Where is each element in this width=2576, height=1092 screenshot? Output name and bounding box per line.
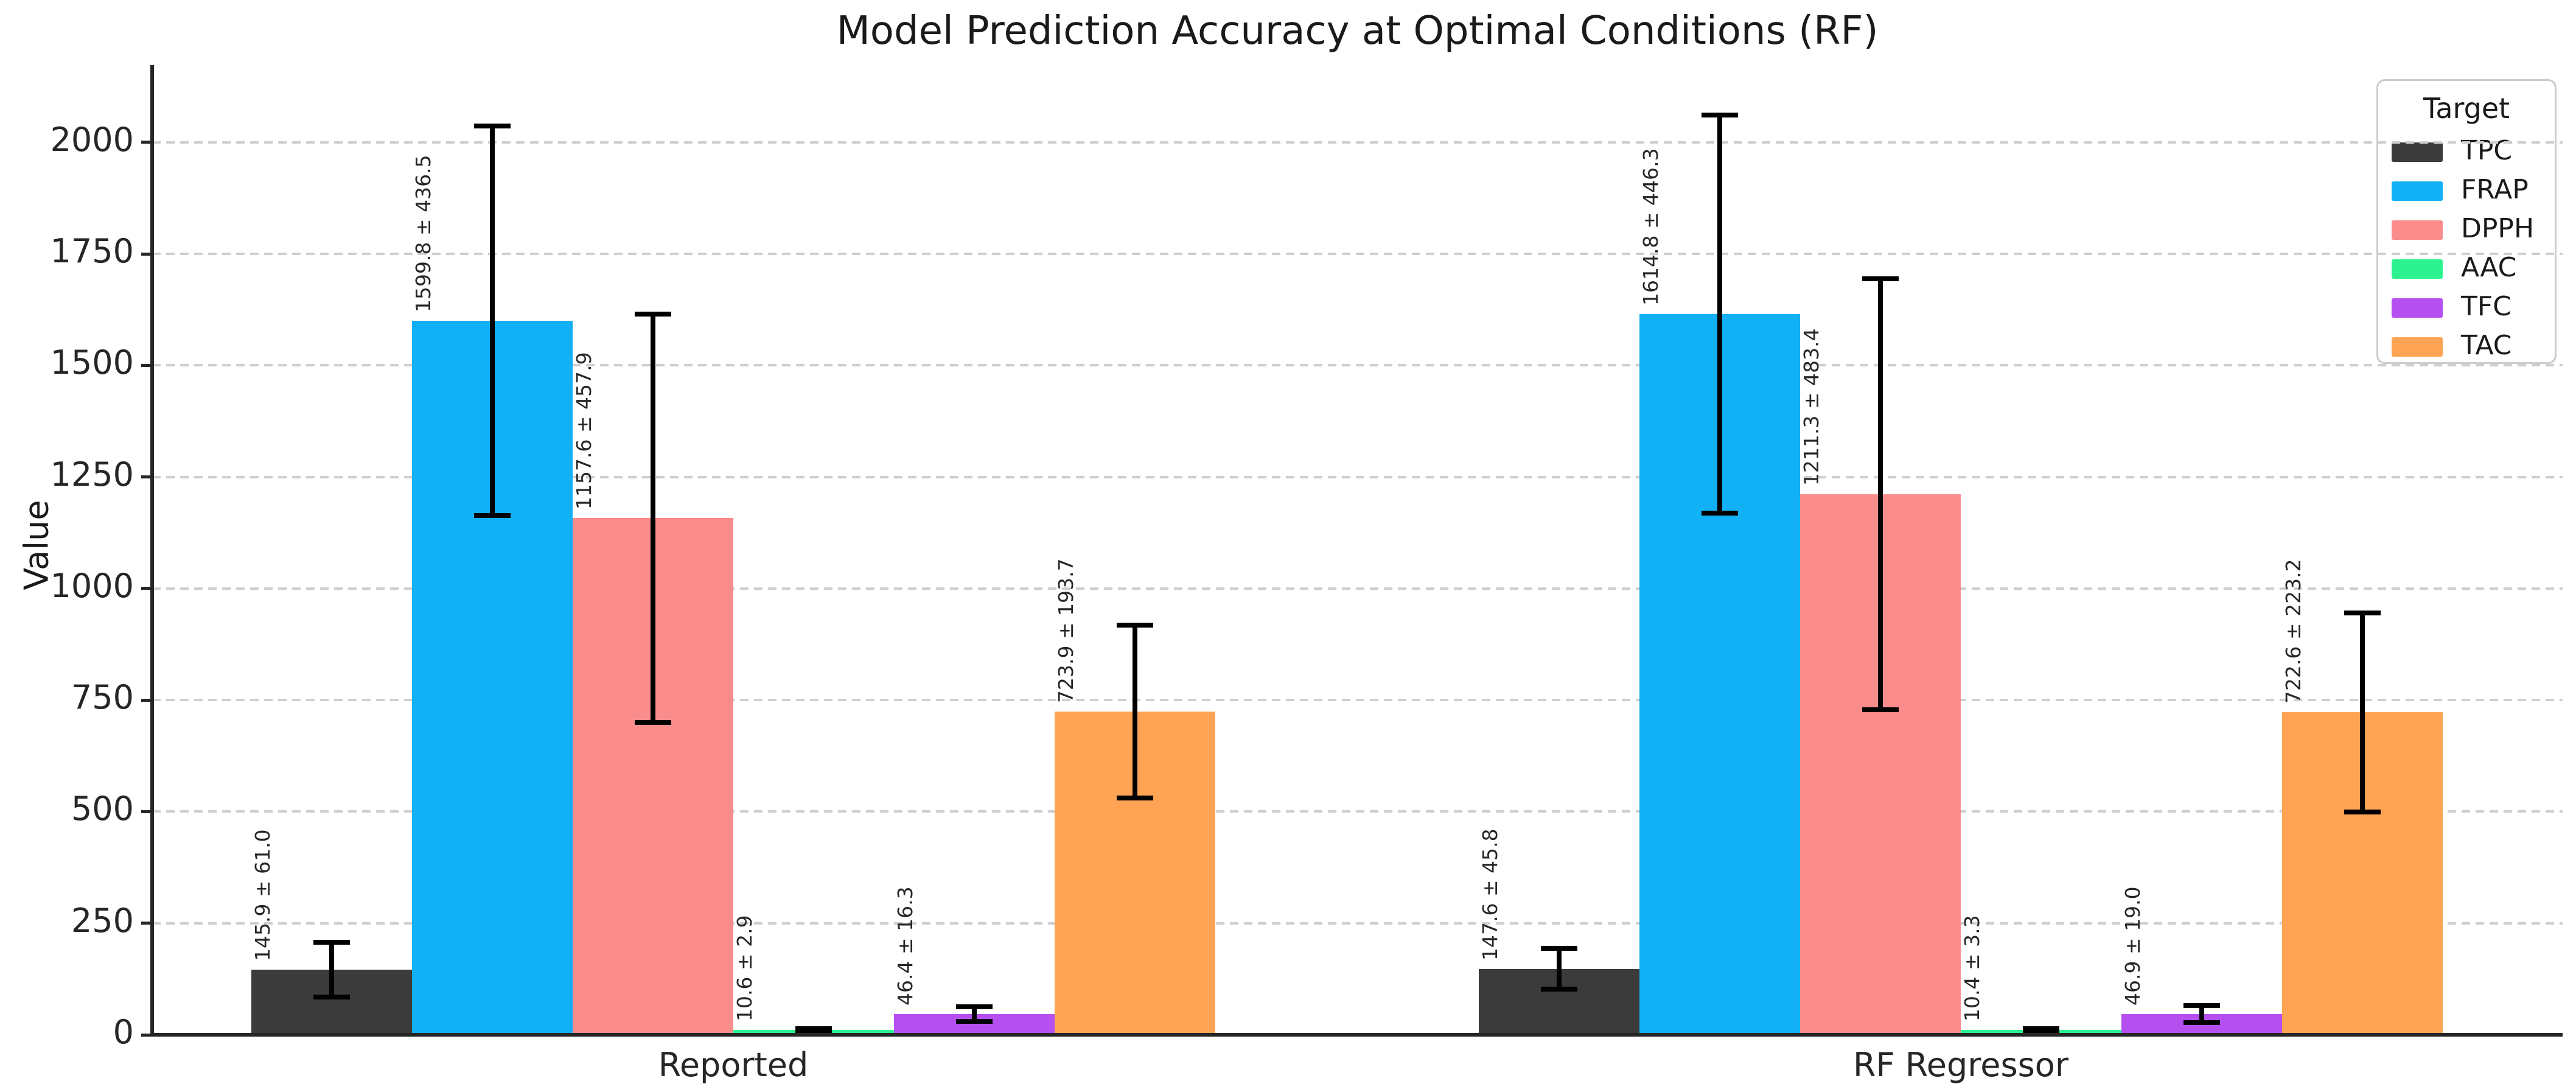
gridline: [152, 141, 2563, 144]
legend-item: TAC: [2378, 327, 2555, 366]
x-tick-label: Reported: [658, 1046, 809, 1084]
gridline: [152, 253, 2563, 256]
legend-swatch: [2392, 337, 2443, 357]
y-tick-label: 1500: [50, 343, 134, 382]
chart-title: Model Prediction Accuracy at Optimal Con…: [836, 9, 1879, 54]
gridline: [152, 587, 2563, 590]
bar-value-label: 145.9 ± 61.0: [251, 829, 274, 962]
error-bar-cap-top: [2183, 1003, 2220, 1008]
error-bar-cap-bottom: [2183, 1020, 2220, 1025]
error-bar-cap-top: [1541, 946, 1577, 951]
legend-item: TFC: [2378, 289, 2555, 327]
bar-value-label: 10.6 ± 2.9: [733, 915, 756, 1022]
y-tick-mark: [141, 810, 152, 813]
bar-value-label: 46.4 ± 16.3: [893, 886, 917, 1006]
legend-item-label: TPC: [2461, 135, 2513, 166]
legend-item-label: TAC: [2461, 330, 2512, 361]
legend-item: FRAP: [2378, 172, 2555, 211]
error-bar-cap-bottom: [313, 994, 350, 999]
error-bar-cap-bottom: [474, 513, 511, 519]
bar-value-label: 147.6 ± 45.8: [1478, 828, 1502, 961]
legend-swatch: [2392, 181, 2443, 201]
error-bar-cap-bottom: [956, 1018, 993, 1024]
y-tick-mark: [141, 698, 152, 702]
gridline: [152, 475, 2563, 478]
bar-value-label: 1157.6 ± 457.9: [572, 352, 596, 510]
legend-swatch: [2392, 259, 2443, 279]
error-bar: [1133, 625, 1137, 799]
error-bar: [2199, 1005, 2204, 1023]
error-bar: [1557, 948, 1562, 990]
legend-swatch: [2392, 220, 2443, 240]
error-bar: [2360, 612, 2365, 812]
error-bar-cap-top: [1117, 623, 1153, 628]
error-bar-cap-top: [313, 940, 350, 945]
error-bar-cap-bottom: [1702, 511, 1738, 516]
y-tick-label: 500: [71, 789, 134, 828]
legend-item-label: TFC: [2461, 291, 2511, 322]
error-bar-cap-top: [956, 1004, 993, 1010]
gridline: [152, 810, 2563, 813]
legend-item-label: AAC: [2461, 252, 2517, 283]
error-bar-cap-bottom: [1117, 796, 1153, 801]
legend-swatch: [2392, 298, 2443, 318]
y-tick-label: 2000: [50, 120, 134, 159]
y-tick-label: 1250: [50, 455, 134, 494]
y-tick-label: 750: [71, 678, 134, 717]
legend-swatch: [2392, 142, 2443, 162]
y-tick-label: 1000: [50, 566, 134, 605]
error-bar-cap-bottom: [795, 1029, 832, 1034]
gridline: [152, 364, 2563, 367]
legend-title: Target: [2423, 92, 2510, 125]
gridline: [152, 699, 2563, 702]
y-axis-spine: [150, 65, 154, 1037]
bar-value-label: 722.6 ± 223.2: [2281, 559, 2305, 704]
legend-item-label: FRAP: [2461, 174, 2529, 205]
error-bar: [329, 942, 334, 997]
y-tick-mark: [141, 1033, 152, 1037]
legend-item-label: DPPH: [2461, 213, 2535, 244]
bar-value-label: 1599.8 ± 436.5: [411, 155, 435, 313]
bar-value-label: 1614.8 ± 446.3: [1639, 148, 1663, 306]
y-tick-mark: [141, 587, 152, 590]
y-tick-mark: [141, 252, 152, 256]
error-bar: [1717, 115, 1722, 514]
y-tick-label: 1750: [50, 232, 134, 271]
error-bar: [651, 313, 655, 723]
error-bar-cap-top: [635, 311, 671, 317]
y-tick-mark: [141, 363, 152, 367]
error-bar-cap-bottom: [1541, 987, 1577, 992]
bar-value-label: 723.9 ± 193.7: [1054, 558, 1078, 704]
y-tick-mark: [141, 475, 152, 479]
error-bar-cap-top: [795, 1026, 832, 1032]
bar-value-label: 46.9 ± 19.0: [2121, 886, 2145, 1006]
bar-value-label: 1211.3 ± 483.4: [1799, 328, 1823, 486]
error-bar-cap-top: [474, 124, 511, 129]
error-bar-cap-bottom: [2344, 809, 2381, 814]
legend-item: AAC: [2378, 250, 2555, 289]
y-tick-mark: [141, 141, 152, 144]
error-bar-cap-top: [2023, 1026, 2059, 1031]
y-tick-label: 250: [71, 901, 134, 940]
y-tick-mark: [141, 922, 152, 925]
legend-item: TPC: [2378, 133, 2555, 172]
legend-item: DPPH: [2378, 211, 2555, 250]
error-bar-cap-bottom: [635, 720, 671, 726]
error-bar: [1878, 278, 1883, 710]
y-tick-label: 0: [113, 1013, 134, 1051]
error-bar-cap-bottom: [1862, 707, 1899, 713]
error-bar: [972, 1007, 977, 1021]
legend: Target TPC FRAP DPPH AAC TFC TAC: [2376, 79, 2557, 364]
error-bar-cap-top: [2344, 610, 2381, 615]
gridline: [152, 922, 2563, 925]
x-axis-spine: [152, 1033, 2563, 1037]
error-bar: [490, 126, 495, 516]
x-tick-label: RF Regressor: [1852, 1046, 2069, 1084]
bar-value-label: 10.4 ± 3.3: [1960, 915, 1984, 1022]
error-bar-cap-bottom: [2023, 1029, 2059, 1034]
error-bar-cap-top: [1702, 113, 1738, 118]
error-bar-cap-top: [1862, 276, 1899, 281]
